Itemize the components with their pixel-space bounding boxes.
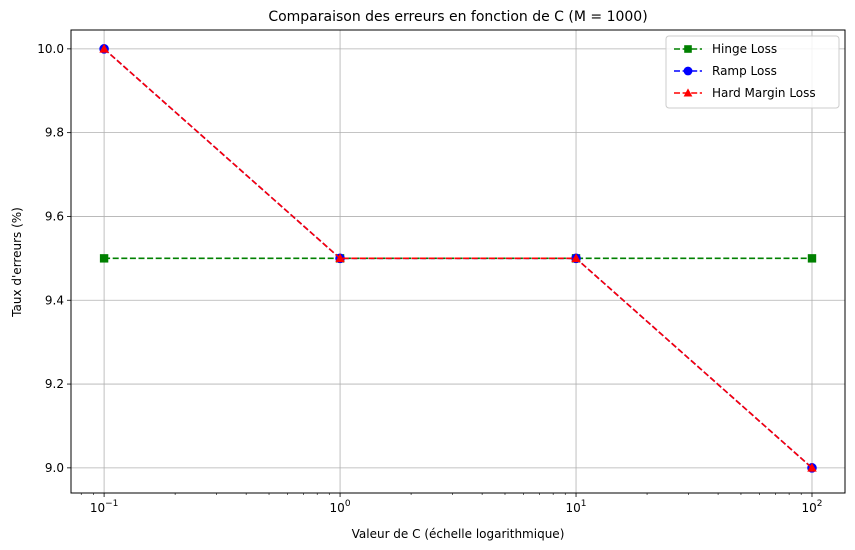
x-tick-label-exponent: 2	[817, 499, 823, 509]
chart-title: Comparaison des erreurs en fonction de C…	[268, 9, 647, 25]
point-hard-margin-loss	[99, 43, 109, 53]
x-tick-label: 102	[801, 499, 822, 515]
y-tick-label: 9.0	[45, 461, 64, 475]
y-tick-label: 9.8	[45, 126, 64, 140]
legend-marker-hard-margin-loss	[683, 88, 693, 97]
x-tick-label: 100	[330, 499, 351, 515]
legend-marker-ramp-loss	[683, 66, 693, 76]
series-line-hard-margin-loss	[103, 48, 813, 469]
legend-label-hinge-loss: Hinge Loss	[712, 42, 777, 56]
plot-frame	[70, 29, 846, 494]
point-hard-margin-loss	[807, 462, 817, 472]
point-hard-margin-loss	[335, 253, 345, 263]
x-tick-label-base: 10	[90, 501, 105, 515]
point-hard-margin-loss	[571, 253, 581, 263]
x-tick-label-base: 10	[801, 501, 816, 515]
x-tick-label-base: 10	[566, 501, 581, 515]
point-hinge-loss	[99, 254, 109, 263]
legend-label-hard-margin-loss: Hard Margin Loss	[712, 86, 816, 100]
legend: Hinge Loss Ramp Loss Hard Margin Loss	[665, 35, 840, 109]
y-tick-label: 10.0	[37, 42, 64, 56]
x-tick-label-exponent: 0	[345, 499, 351, 509]
legend-marker-hinge-loss	[684, 45, 692, 53]
y-tick-label: 9.6	[45, 209, 64, 223]
x-tick-label-exponent: −1	[105, 499, 118, 509]
legend-box	[665, 35, 840, 109]
x-tick-label: 101	[566, 499, 587, 515]
y-tick-label: 9.2	[45, 377, 64, 391]
series-hard-margin-loss	[99, 43, 817, 472]
y-tick-label: 9.4	[45, 293, 64, 307]
x-axis-label: Valeur de C (échelle logarithmique)	[352, 527, 565, 541]
x-tick-label-exponent: 1	[581, 499, 587, 509]
series-layer	[99, 43, 817, 473]
legend-label-ramp-loss: Ramp Loss	[712, 64, 777, 78]
y-axis-label: Taux d'erreurs (%)	[10, 207, 24, 318]
x-tick-label-base: 10	[330, 501, 345, 515]
point-hinge-loss	[807, 254, 817, 263]
x-tick-label: 10−1	[90, 499, 119, 515]
